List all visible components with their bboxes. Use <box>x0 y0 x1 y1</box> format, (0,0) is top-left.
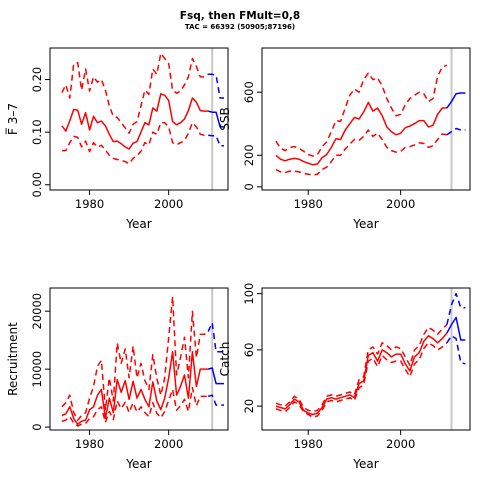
plot-frame <box>49 47 229 191</box>
series-line-proj-upper <box>446 292 466 325</box>
x-tick-label: 2000 <box>386 197 415 211</box>
series-line-proj-lower <box>207 394 224 406</box>
series-group <box>61 295 224 427</box>
series-line-proj-median <box>208 367 224 385</box>
y-axis-label: SSB <box>218 107 232 130</box>
y-tick-label: 0.00 <box>30 172 44 198</box>
series-line-median <box>275 101 447 166</box>
y-tick-label: 0 <box>242 183 256 190</box>
y-tick-label: 0.10 <box>30 119 44 145</box>
series-line-upper <box>61 52 209 134</box>
x-axis-label: Year <box>352 217 378 231</box>
series-line-proj-median <box>446 92 466 109</box>
y-tick-label: 20 <box>242 399 256 414</box>
y-tick-label: 60 <box>242 343 256 358</box>
series-group <box>275 64 466 176</box>
series-line-median <box>61 93 209 150</box>
panel-fbar: 1980 2000 0.00 0.10 0.20 Year F̅ 3–7 <box>5 47 229 231</box>
y-axis-label: Recruitment <box>6 322 20 396</box>
series-line-lower <box>275 129 448 176</box>
series-line-lower <box>61 121 209 165</box>
plot-frame <box>261 47 471 191</box>
y-tick-label: 20000 <box>30 293 44 330</box>
y-axis-label: Catch <box>218 342 232 377</box>
x-tick-label: 1980 <box>75 437 104 451</box>
panel-catch: 1980 2000 20 60 100 Year Catch <box>218 283 471 471</box>
y-tick-label: 200 <box>242 144 256 166</box>
y-tick-label: 600 <box>242 81 256 103</box>
series-group <box>61 52 224 165</box>
series-line-proj-lower <box>208 134 224 147</box>
series-line-proj-median <box>446 316 466 341</box>
series-line-proj-upper <box>207 322 224 353</box>
x-tick-label: 2000 <box>386 437 415 451</box>
y-tick-label: 0 <box>30 423 44 430</box>
x-tick-label: 2000 <box>154 197 183 211</box>
series-line-median <box>275 332 448 416</box>
plot-frame <box>49 287 229 431</box>
series-group <box>275 292 466 419</box>
x-tick-label: 1980 <box>75 197 104 211</box>
series-line-lower <box>275 342 448 419</box>
series-line-median <box>61 351 209 425</box>
y-tick-label: 100 <box>242 283 256 305</box>
plot-frame <box>261 287 471 431</box>
series-line-upper <box>275 64 448 157</box>
figure-subtitle: TAC = 66392 (50905;87196) <box>184 23 296 31</box>
panel-ssb: 1980 2000 0 200 600 Year SSB <box>218 47 471 231</box>
series-line-proj-median <box>208 110 224 128</box>
series-line-proj-lower <box>446 335 466 365</box>
series-line-proj-lower <box>446 127 466 136</box>
x-axis-label: Year <box>125 217 151 231</box>
x-axis-label: Year <box>125 457 151 471</box>
series-line-lower <box>61 386 209 427</box>
series-line-proj-upper <box>208 73 224 99</box>
x-tick-label: 2000 <box>154 437 183 451</box>
x-tick-label: 1980 <box>294 197 323 211</box>
y-tick-label: 0.20 <box>30 67 44 93</box>
figure-title: Fsq, then FMult=0,8 <box>179 10 301 22</box>
series-line-upper <box>275 324 448 413</box>
y-tick-label: 10000 <box>30 351 44 388</box>
series-line-upper <box>61 295 209 421</box>
x-axis-label: Year <box>352 457 378 471</box>
x-tick-label: 1980 <box>294 437 323 451</box>
y-axis-label: F̅ 3–7 <box>5 103 20 135</box>
